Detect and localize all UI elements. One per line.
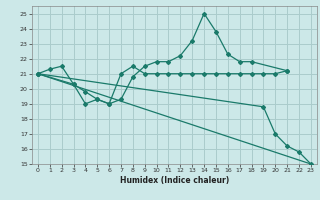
X-axis label: Humidex (Indice chaleur): Humidex (Indice chaleur) — [120, 176, 229, 185]
